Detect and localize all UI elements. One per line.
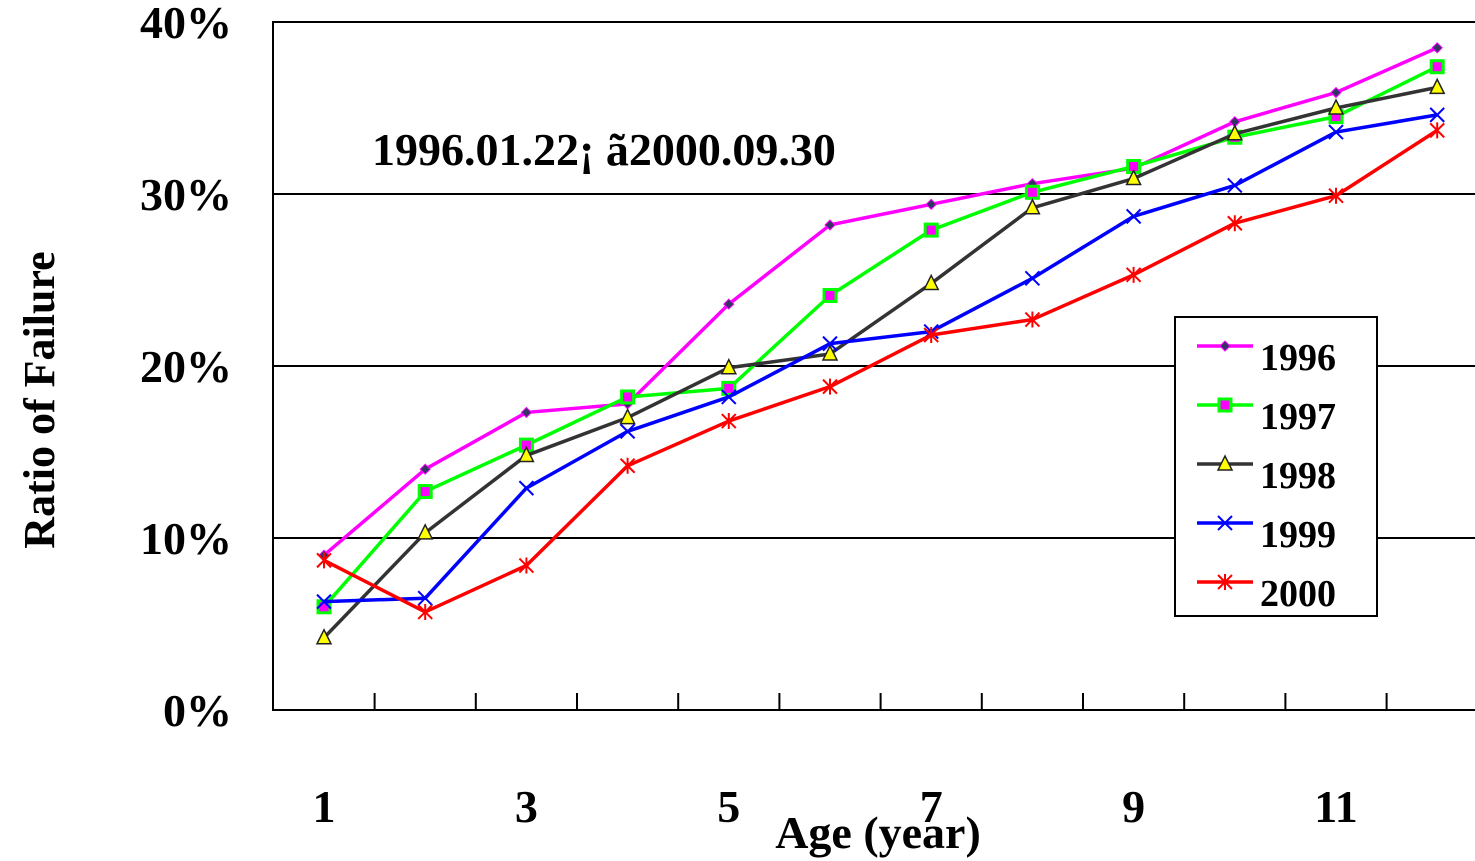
data-point-2000 (1125, 266, 1142, 283)
data-point-1997 (417, 484, 433, 500)
y-tick-label: 0% (163, 685, 232, 736)
data-point-1997 (620, 389, 636, 405)
data-point-1999 (1227, 177, 1243, 194)
data-point-1998 (1024, 198, 1041, 215)
data-point-1998 (720, 358, 738, 375)
data-point-2000 (518, 557, 535, 574)
data-point-1999 (619, 423, 636, 440)
series-1999 (316, 107, 1445, 610)
data-point-2000 (619, 457, 636, 474)
y-tick-label: 30% (140, 169, 232, 220)
series-line-1998 (322, 85, 1438, 639)
data-point-1998 (821, 344, 839, 361)
legend-marker (1217, 574, 1233, 590)
data-point-1998 (518, 445, 535, 463)
y-tick-label: 10% (140, 513, 232, 564)
data-point-1999 (316, 593, 332, 610)
legend-marker (1216, 454, 1234, 471)
data-point-1998 (1125, 168, 1142, 186)
data-point-1996 (723, 298, 735, 310)
legend-item-1996: 1996 (1197, 337, 1336, 379)
data-point-2000 (417, 603, 433, 620)
data-point-1998 (1327, 98, 1345, 115)
data-point-1997 (923, 222, 939, 238)
legend-label: 1997 (1260, 396, 1336, 438)
legend-item-1999: 1999 (1197, 514, 1336, 556)
data-point-2000 (1328, 187, 1344, 204)
data-point-1996 (925, 198, 937, 211)
data-point-2000 (923, 327, 939, 344)
data-point-1998 (416, 523, 434, 540)
data-point-1998 (619, 407, 636, 425)
x-axis-label: Age (year) (775, 807, 981, 858)
legend-item-1997: 1997 (1197, 396, 1336, 438)
legend-item-1998: 1998 (1197, 454, 1336, 497)
data-point-1999 (518, 480, 535, 496)
legend-marker (1217, 397, 1233, 413)
data-point-1999 (721, 389, 737, 405)
data-point-1996 (1431, 42, 1443, 54)
legend-box (1174, 316, 1378, 617)
data-point-1996 (1330, 86, 1342, 99)
series-line-1997 (322, 65, 1438, 608)
series-1998 (315, 77, 1446, 645)
series-line-1996 (322, 46, 1438, 557)
series-line-1999 (323, 113, 1438, 604)
data-point-2000 (721, 413, 737, 430)
plot-frame (272, 21, 1475, 711)
legend-items: 1996 1997 1998 1999 2000 (1197, 337, 1336, 615)
x-tick-label: 7 (920, 781, 943, 832)
x-tick-label: 1 (313, 781, 336, 832)
data-point-1999 (1328, 124, 1344, 140)
data-point-2000 (1227, 215, 1243, 232)
data-point-2000 (1429, 122, 1445, 139)
data-point-2000 (1024, 311, 1041, 328)
y-tick-label: 40% (140, 0, 232, 48)
y-axis-label: Ratio of Failure (15, 251, 64, 548)
data-point-1997 (822, 287, 838, 303)
annotation-date-range: 1996.01.22¡ ã2000.09.30 (372, 124, 836, 175)
data-point-1998 (922, 273, 940, 291)
series-2000 (316, 122, 1445, 620)
x-tick-label: 3 (515, 781, 538, 832)
x-tick-label: 11 (1314, 781, 1357, 832)
legend: 1996 1997 1998 1999 2000 (1174, 316, 1378, 617)
series-line-2000 (323, 128, 1439, 614)
x-axis-tick-marks (373, 693, 1388, 710)
data-point-1999 (417, 590, 433, 606)
legend-label: 1999 (1260, 514, 1336, 556)
data-point-1999 (1024, 270, 1041, 286)
series-layer (315, 42, 1446, 645)
legend-item-2000: 2000 (1197, 573, 1336, 615)
y-axis-tick-labels: 0% 10% 20% 30% 40% (140, 0, 232, 736)
data-point-1997 (721, 380, 737, 396)
legend-label: 2000 (1260, 573, 1336, 615)
y-tick-label: 20% (140, 341, 232, 392)
data-point-1999 (1125, 208, 1142, 225)
data-point-2000 (316, 552, 332, 569)
x-axis-tick-labels: 1 3 5 7 9 11 (313, 781, 1358, 832)
legend-marker (1219, 340, 1231, 352)
data-point-1999 (822, 335, 838, 352)
data-point-2000 (822, 378, 838, 395)
data-point-1998 (1226, 124, 1244, 141)
x-tick-label: 5 (717, 781, 740, 832)
data-point-1998 (315, 628, 333, 645)
data-point-1996 (520, 406, 533, 419)
data-point-1996 (824, 219, 836, 231)
legend-label: 1996 (1260, 337, 1336, 379)
legend-marker (1217, 515, 1233, 531)
data-point-1998 (1428, 77, 1446, 95)
data-point-1997 (1429, 59, 1445, 75)
data-point-1997 (1024, 184, 1040, 200)
data-point-1996 (419, 463, 431, 475)
x-tick-label: 9 (1122, 781, 1145, 832)
legend-label: 1998 (1260, 455, 1336, 497)
data-point-1999 (1429, 107, 1445, 123)
